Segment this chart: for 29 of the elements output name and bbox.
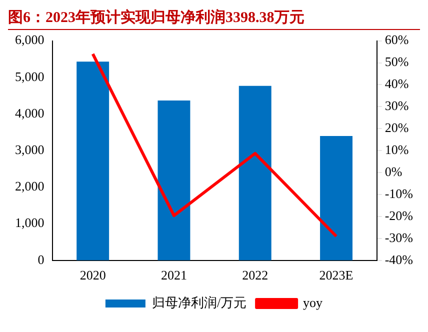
y-tick-label: 0	[38, 252, 44, 267]
y2-tick-label: -30%	[384, 230, 414, 245]
y-tick-label: 2,000	[15, 178, 44, 194]
y2-tick-label: -40%	[384, 252, 414, 267]
bar	[320, 136, 352, 260]
y2-tick-label: 30%	[384, 98, 409, 114]
x-tick-label: 2020	[80, 268, 106, 283]
y2-tick-label: 20%	[384, 120, 409, 136]
y-tick-label: 4,000	[15, 105, 44, 120]
bar	[76, 62, 110, 260]
x-tick-label: 2023E	[319, 268, 354, 283]
legend-label: 归母净利润/万元	[152, 294, 247, 310]
y2-tick-label: 60%	[384, 32, 409, 48]
y-tick-label: 3,000	[15, 142, 44, 158]
y-tick-label: 6,000	[15, 32, 44, 48]
chart-title: 图6：2023年预计实现归母净利润3398.38万元	[8, 8, 420, 30]
y2-tick-label: -20%	[384, 208, 414, 223]
x-tick-label: 2021	[160, 268, 187, 283]
y2-tick-label: 50%	[384, 54, 409, 70]
y2-tick-label: 10%	[384, 142, 409, 158]
y2-tick-label: 0%	[384, 164, 402, 179]
bar	[158, 100, 190, 260]
x-tick-label: 2022	[242, 268, 268, 283]
y2-tick-label: -10%	[384, 186, 414, 201]
legend-label: yoy	[303, 294, 324, 310]
bar	[238, 86, 272, 260]
y-tick-label: 5,000	[15, 68, 44, 84]
y2-tick-label: 40%	[384, 76, 409, 92]
y-tick-label: 1,000	[15, 215, 44, 230]
